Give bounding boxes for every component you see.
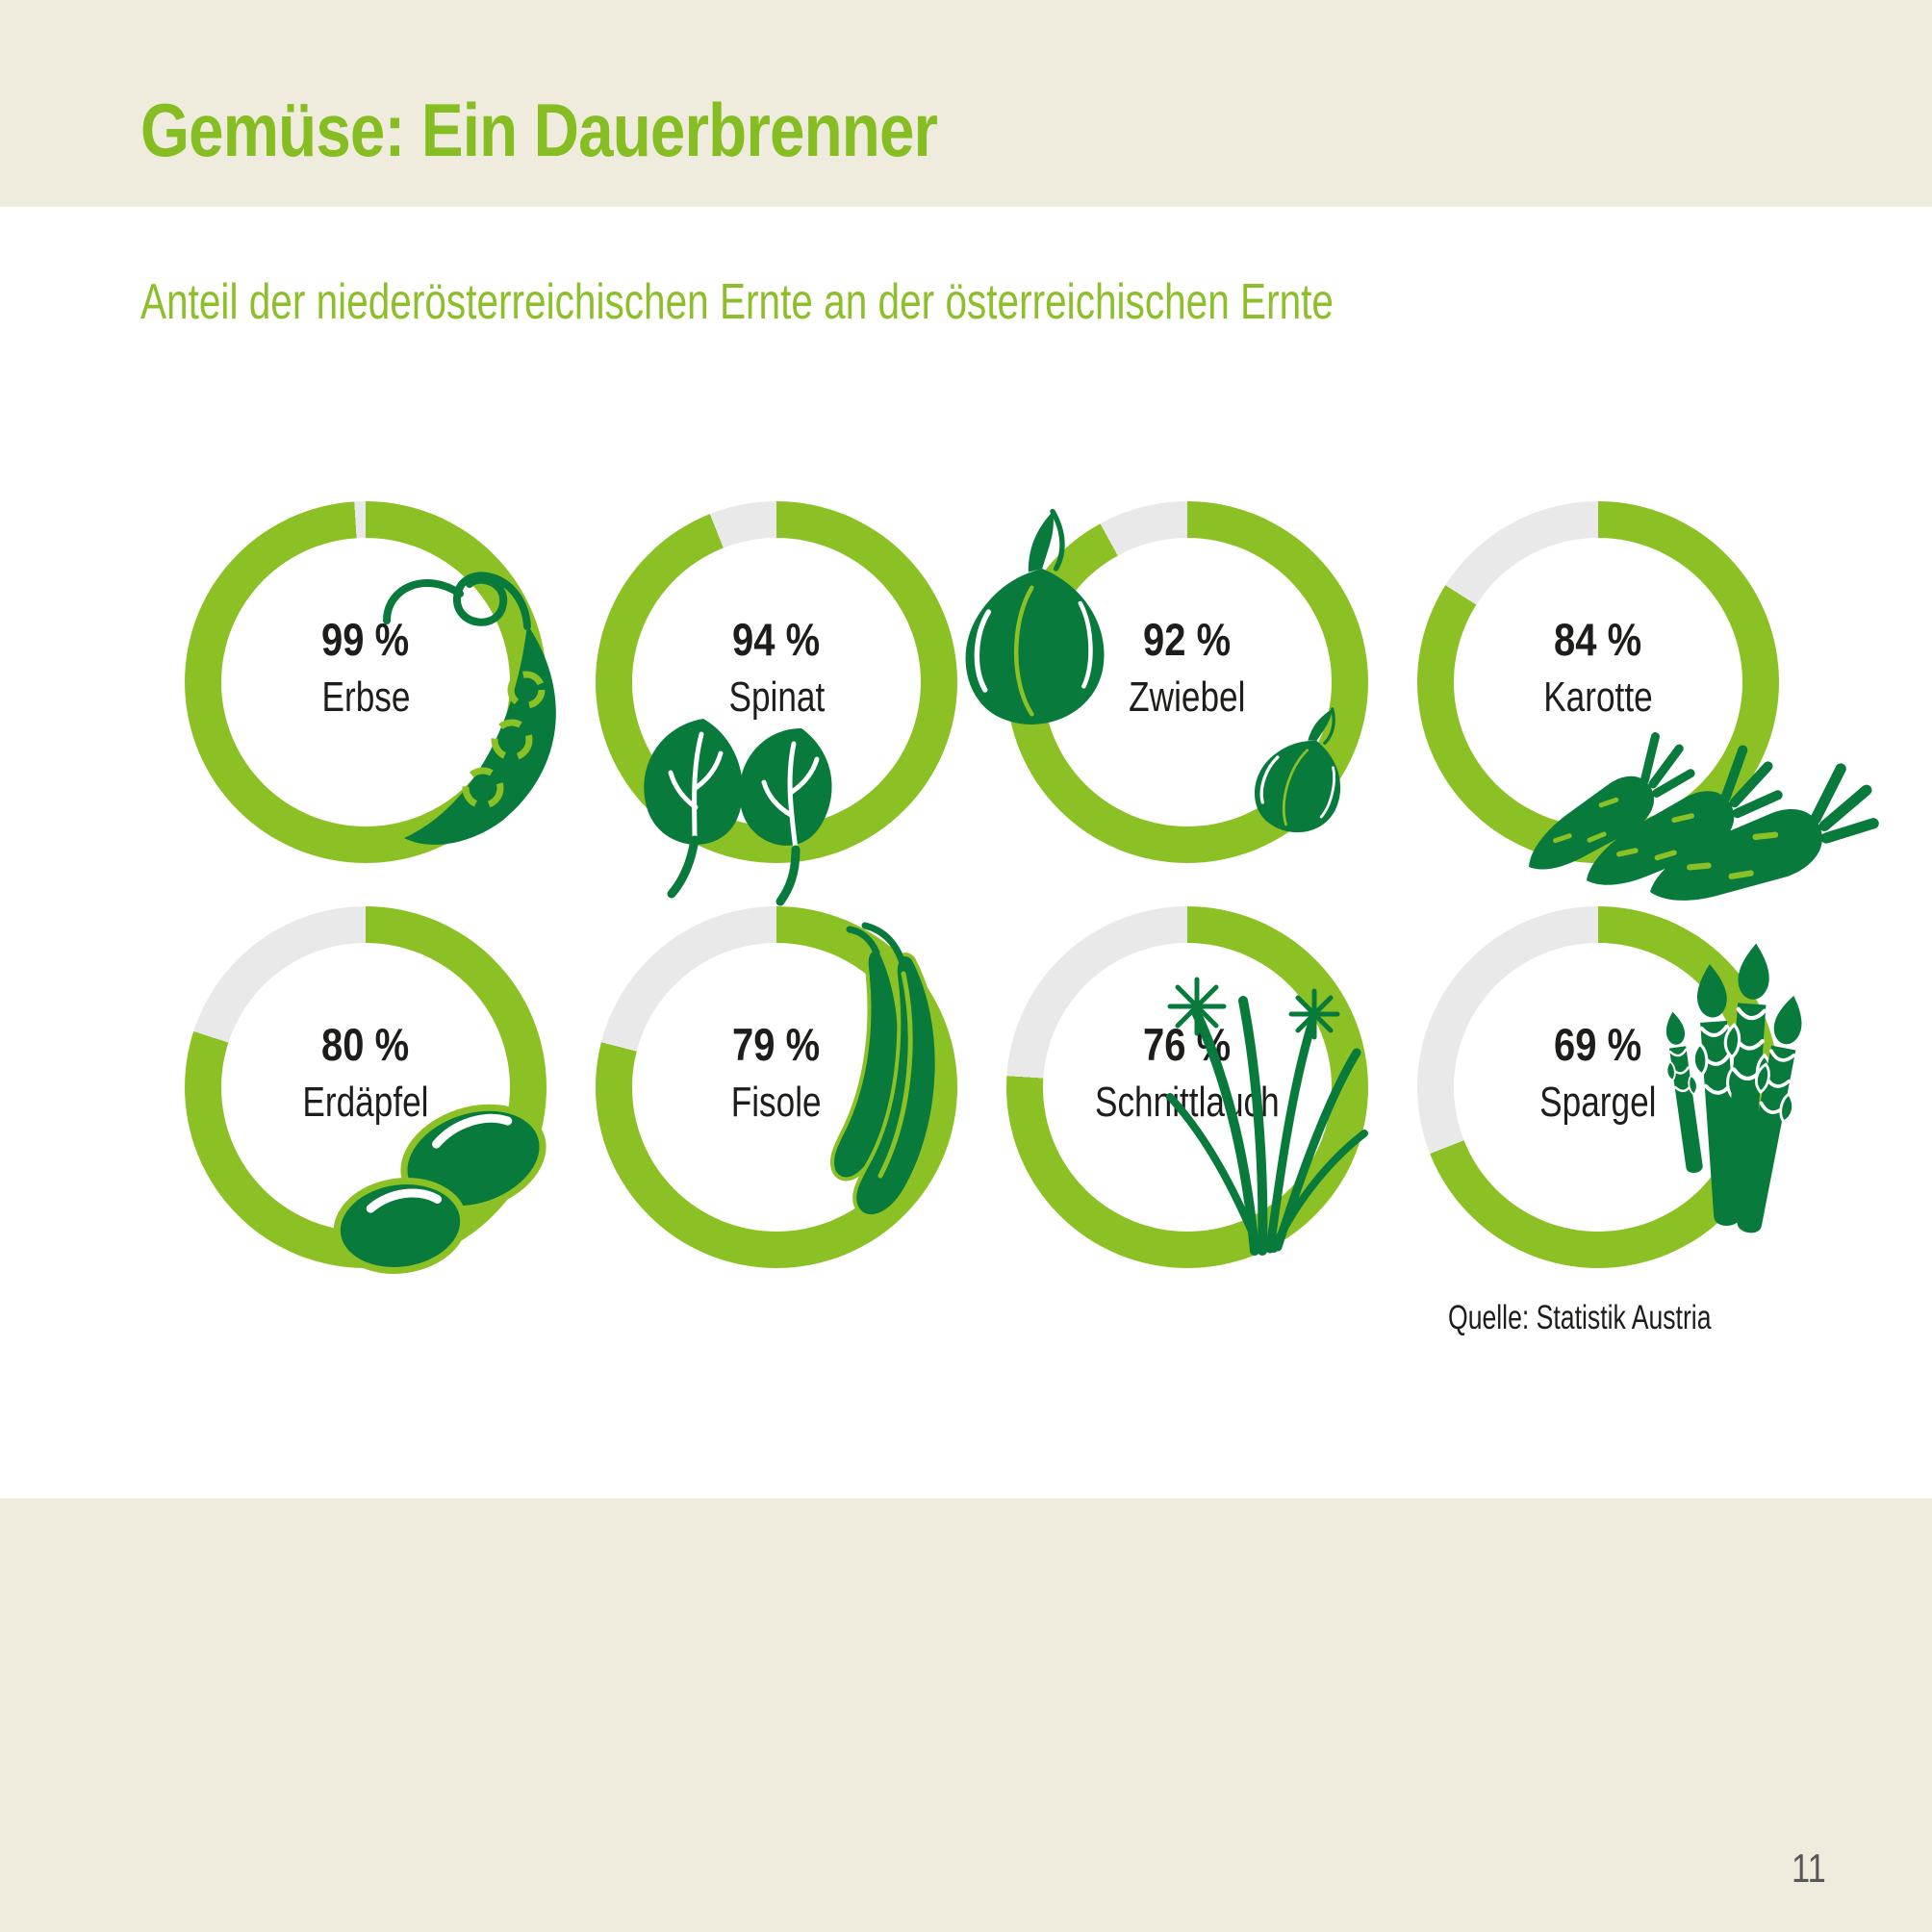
donut-label: Spargel [1539,1078,1657,1126]
donut-percent: 79 % [732,1018,821,1070]
page-number: 11 [1792,1845,1826,1891]
donut-chart: 99 % Erbse [185,501,556,863]
donut-center: 84 % Karotte [1417,486,1779,848]
donut-chart: 76 % Schnittlauch [1006,906,1368,1268]
donut-grid: 99 % Erbse 94 % Spinat [185,501,1817,1274]
source-note: Quelle: Statistik Austria [1448,1299,1712,1336]
donut-label: Fisole [731,1078,822,1126]
donut-chart: 69 % Spargel [1417,906,1817,1268]
donut-chart: 94 % Spinat [596,501,957,906]
donut-label: Schnittlauch [1095,1078,1280,1126]
donut-chart: 79 % Fisole [596,906,957,1268]
donut-center: 80 % Erdäpfel [185,891,547,1253]
donut-label: Erbse [321,673,410,721]
donut-center: 92 % Zwiebel [1006,486,1368,848]
donut-percent: 69 % [1554,1018,1642,1070]
donut-chart: 80 % Erdäpfel [185,906,547,1274]
donut-percent: 92 % [1143,613,1232,665]
page-title: Gemüse: Ein Dauerbrenner [140,88,938,172]
donut-label: Karotte [1543,673,1653,721]
donut-center: 76 % Schnittlauch [1006,891,1368,1253]
donut-chart: 84 % Karotte [1417,501,1779,863]
donut-percent: 99 % [321,613,410,665]
donut-center: 79 % Fisole [596,891,957,1253]
chart-subtitle: Anteil der niederösterreichischen Ernte … [140,274,1334,330]
donut-label: Erdäpfel [302,1078,429,1126]
donut-percent: 84 % [1554,613,1642,665]
donut-center: 69 % Spargel [1417,891,1779,1253]
donut-center: 99 % Erbse [185,486,547,848]
donut-chart: 92 % Zwiebel [1006,501,1368,863]
donut-center: 94 % Spinat [596,486,957,848]
donut-percent: 80 % [321,1018,410,1070]
donut-label: Spinat [728,673,825,721]
footer-band: Nicht umsonst gilt Niederösterreich als … [0,1498,1932,1932]
donut-label: Zwiebel [1129,673,1246,721]
header-band: Gemüse: Ein Dauerbrenner [0,0,1932,207]
donut-percent: 76 % [1143,1018,1232,1070]
donut-percent: 94 % [732,613,821,665]
